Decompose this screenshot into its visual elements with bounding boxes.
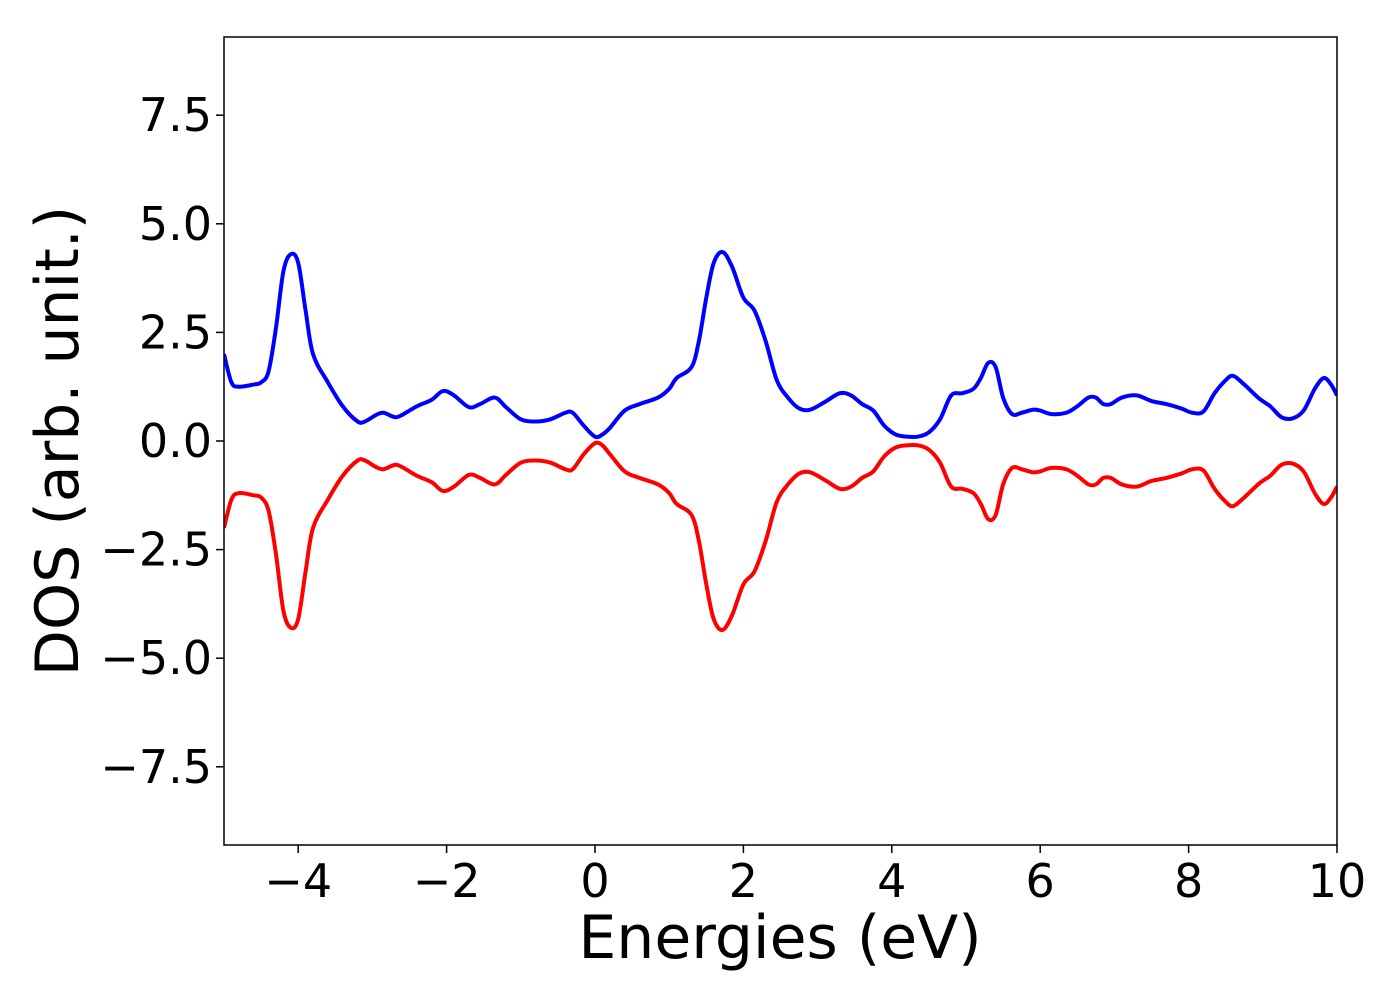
x-tick-label: 2 xyxy=(729,854,758,908)
x-tick-label: −4 xyxy=(264,854,332,908)
x-tick-label: 10 xyxy=(1308,854,1367,908)
x-axis-ticks: −4 −2 0 2 4 6 8 10 xyxy=(264,845,1366,908)
series-line-spin-up xyxy=(224,249,1337,440)
x-tick-label: 6 xyxy=(1026,854,1055,908)
x-tick-label: 4 xyxy=(877,854,906,908)
x-tick-label: −2 xyxy=(413,854,481,908)
series-layer xyxy=(224,249,1337,633)
y-tick-label: −2.5 xyxy=(100,523,212,577)
y-tick-label: 7.5 xyxy=(139,88,212,142)
y-tick-label: −5.0 xyxy=(100,631,212,685)
x-axis-label: Energies (eV) xyxy=(578,903,981,973)
series-line-spin-down xyxy=(224,440,1337,633)
y-axis-label: DOS (arb. unit.) xyxy=(23,206,93,676)
x-tick-label: 0 xyxy=(580,854,609,908)
y-tick-label: 0.0 xyxy=(139,414,212,468)
x-tick-label: 8 xyxy=(1174,854,1203,908)
y-tick-label: −7.5 xyxy=(100,740,212,794)
y-tick-label: 2.5 xyxy=(139,305,212,359)
y-axis-ticks: 7.5 5.0 2.5 0.0 −2.5 −5.0 −7.5 xyxy=(100,88,224,794)
y-tick-label: 5.0 xyxy=(139,197,212,251)
